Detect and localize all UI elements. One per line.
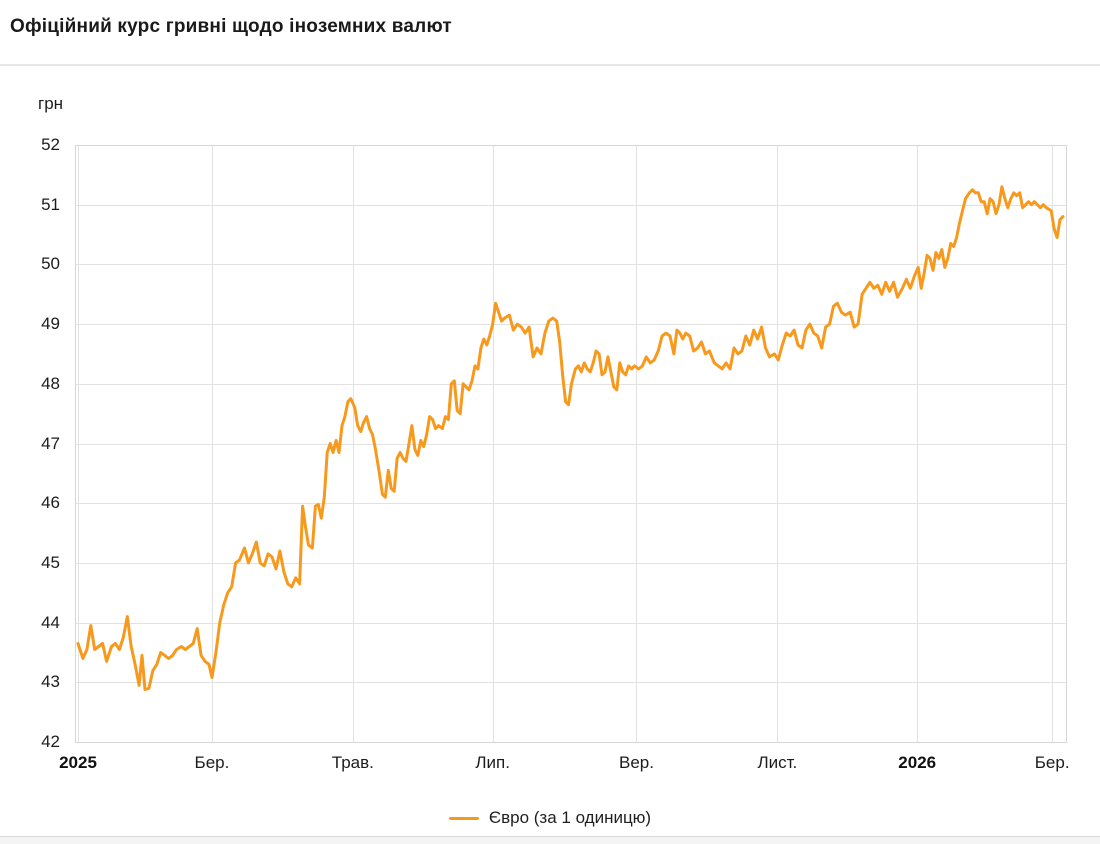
y-tick-label: 44 (41, 612, 60, 632)
page-title: Офіційний курс гривні щодо іноземних вал… (10, 16, 452, 37)
line-chart-plot (75, 145, 1067, 743)
chart-gridlines (75, 145, 1067, 743)
y-tick-label: 43 (41, 672, 60, 692)
chart-legend: Євро (за 1 одиницю) (0, 805, 1100, 831)
footer-strip (0, 837, 1100, 844)
chart-area: грн 52 51 50 49 48 47 46 45 44 43 42 202… (0, 68, 1100, 844)
y-tick-label: 50 (41, 254, 60, 274)
y-tick-label: 48 (41, 373, 60, 393)
footer-divider (0, 836, 1100, 837)
y-axis-unit-label: грн (38, 94, 64, 113)
chart-series-line (76, 185, 1065, 691)
y-tick-label: 51 (41, 194, 60, 214)
y-tick-label: 45 (41, 552, 60, 572)
y-tick-label: 47 (41, 433, 60, 453)
legend-item-euro[interactable]: Євро (за 1 одиницю) (448, 808, 652, 828)
x-tick-label-mar: Бер. (194, 753, 230, 772)
legend-label: Євро (за 1 одиницю) (488, 808, 652, 827)
y-tick-label: 42 (41, 732, 60, 751)
legend-line-swatch (448, 816, 479, 820)
x-tick-label-nov: Лист. (757, 753, 798, 772)
x-tick-label-sep: Вер. (618, 753, 654, 772)
x-tick-label-mar2026: Бер. (1034, 753, 1070, 772)
x-tick-label-jul: Лип. (475, 753, 510, 772)
y-tick-label: 52 (41, 135, 60, 154)
y-tick-label: 46 (41, 493, 60, 513)
y-tick-label: 49 (41, 314, 60, 334)
widget-header: Офіційний курс гривні щодо іноземних вал… (0, 0, 1100, 66)
x-tick-label-2026: 2026 (898, 753, 937, 772)
x-tick-label-2025: 2025 (59, 753, 97, 772)
x-tick-label-may: Трав. (331, 753, 374, 772)
